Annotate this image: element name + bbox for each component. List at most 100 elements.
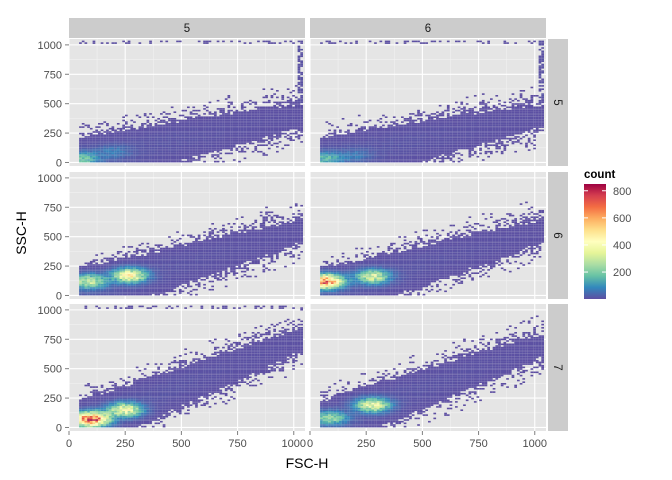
hex-bin	[192, 136, 196, 138]
hex-bin	[387, 152, 391, 155]
hex-bin	[498, 114, 501, 117]
hex-bin	[541, 123, 544, 125]
hex-bin	[403, 127, 407, 130]
hex-bin	[92, 150, 96, 153]
hex-bin	[541, 106, 544, 109]
hex-bin	[525, 114, 528, 117]
hex-bin	[392, 155, 396, 158]
hex-bin	[84, 146, 88, 148]
hex-bin	[541, 129, 544, 132]
hex-bin	[419, 137, 423, 140]
hex-bin	[265, 126, 268, 128]
hex-bin	[149, 292, 152, 294]
hex-bin	[376, 141, 380, 143]
hex-bin	[95, 259, 98, 261]
hex-bin	[157, 149, 160, 151]
hex-bin	[401, 146, 404, 148]
hex-bin	[419, 114, 423, 117]
hex-bin	[106, 154, 109, 156]
hex-bin	[320, 141, 323, 143]
hex-bin	[262, 139, 266, 141]
hex-bin	[116, 146, 120, 148]
hex-bin	[392, 149, 396, 151]
hex-bin	[168, 144, 171, 146]
hex-bin	[278, 119, 282, 122]
hex-bin	[292, 123, 295, 125]
hex-bin	[281, 109, 285, 112]
hex-bin	[538, 85, 542, 87]
hex-bin	[471, 144, 474, 146]
hex-bin	[230, 149, 233, 151]
hex-bin	[276, 96, 279, 99]
hex-bin	[208, 113, 212, 115]
hex-bin	[138, 282, 142, 284]
hex-bin	[384, 116, 388, 118]
hex-bin	[84, 139, 88, 141]
hex-bin	[330, 137, 334, 140]
hex-bin	[284, 127, 287, 130]
hex-bin	[138, 144, 142, 146]
hex-bin	[103, 275, 107, 278]
hex-bin	[452, 150, 455, 153]
hex-bin	[387, 126, 391, 128]
hex-bin	[141, 159, 144, 161]
hex-bin	[165, 274, 169, 276]
hex-bin	[89, 283, 93, 286]
hex-bin	[262, 124, 266, 127]
hex-bin	[506, 116, 509, 118]
hex-bin	[81, 290, 85, 293]
hex-bin	[422, 157, 426, 160]
hex-bin	[160, 292, 163, 294]
hex-bin	[135, 282, 139, 284]
hex-bin	[471, 109, 474, 112]
hex-bin	[379, 147, 383, 150]
hex-bin	[446, 116, 450, 118]
hex-bin	[116, 127, 120, 130]
hex-bin	[322, 141, 326, 143]
hex-bin	[465, 118, 469, 120]
hex-bin	[100, 272, 104, 274]
hex-bin	[330, 146, 334, 148]
hex-bin	[511, 142, 515, 145]
hex-bin	[240, 147, 244, 150]
hex-bin	[281, 114, 285, 117]
hex-bin	[211, 144, 214, 146]
hex-bin	[284, 106, 287, 109]
hex-bin	[498, 134, 501, 137]
hex-bin	[216, 129, 220, 132]
hex-bin	[444, 134, 447, 137]
hex-bin	[103, 150, 107, 153]
hex-bin	[108, 259, 112, 261]
hex-bin	[300, 96, 303, 99]
hex-bin	[92, 275, 96, 278]
hex-bin	[119, 260, 123, 263]
hex-bin	[414, 159, 418, 161]
hex-bin	[130, 146, 134, 148]
hex-bin	[251, 121, 255, 123]
hex-bin	[259, 116, 263, 118]
hex-bin	[379, 131, 383, 133]
hex-bin	[409, 152, 412, 155]
hex-bin	[157, 150, 160, 153]
hex-bin	[125, 279, 128, 281]
hex-bin	[246, 131, 249, 133]
hex-bin	[527, 123, 531, 125]
hex-bin	[419, 126, 423, 128]
hex-bin	[294, 111, 298, 113]
hex-bin	[189, 155, 193, 158]
hex-bin	[495, 124, 499, 127]
hex-bin	[81, 277, 85, 279]
hex-bin	[205, 150, 209, 153]
hex-bin	[106, 280, 109, 283]
hex-bin	[254, 121, 258, 123]
hex-bin	[409, 147, 412, 150]
hex-bin	[249, 142, 252, 145]
hex-bin	[246, 111, 249, 113]
hex-bin	[192, 127, 196, 130]
hex-bin	[541, 114, 544, 117]
hex-bin	[127, 129, 131, 132]
hex-bin	[495, 95, 499, 97]
hex-bin	[300, 108, 303, 110]
hex-bin	[111, 139, 115, 141]
hex-bin	[141, 147, 144, 150]
